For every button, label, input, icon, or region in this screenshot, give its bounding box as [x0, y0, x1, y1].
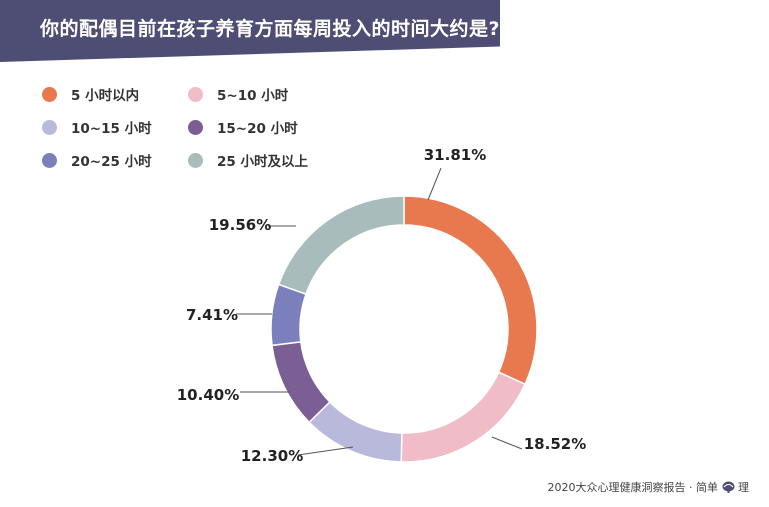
legend-label: 10~15 小时 — [71, 121, 152, 137]
slice-value-label: 12.30% — [241, 447, 303, 465]
donut-slice — [403, 195, 538, 386]
footer-text: 2020大众心理健康洞察报告 · 简单 — [547, 481, 718, 494]
donut-slice — [270, 283, 307, 347]
slice-value-label: 7.41% — [186, 306, 238, 324]
legend-label: 25 小时及以上 — [217, 154, 308, 170]
legend-label: 5~10 小时 — [217, 88, 289, 104]
donut-slice — [308, 400, 403, 463]
legend-item: 25 小时及以上 — [188, 150, 308, 170]
legend-swatch — [188, 86, 203, 102]
legend-swatch — [188, 119, 203, 135]
legend-item: 5~10 小时 — [188, 84, 288, 104]
legend-swatch — [42, 86, 57, 102]
legend-label: 5 小时以内 — [71, 88, 140, 104]
slice-value-label: 10.40% — [177, 386, 239, 404]
leader-line — [297, 446, 354, 456]
footer: 2020大众心理健康洞察报告 · 简单 理 — [548, 479, 749, 495]
slice-value-label: 18.52% — [524, 435, 586, 453]
legend-item: 20~25 小时 — [42, 150, 152, 170]
donut-slice — [277, 195, 405, 296]
legend-swatch — [42, 119, 57, 135]
legend-label: 15~20 小时 — [217, 121, 298, 137]
chart-title: 你的配偶目前在孩子养育方面每周投入的时间大约是? — [40, 18, 501, 40]
donut-slice — [400, 371, 527, 463]
slice-value-label: 31.81% — [424, 146, 486, 164]
legend-label: 20~25 小时 — [71, 154, 152, 170]
footer-brand-suffix: 理 — [738, 481, 749, 494]
leader-line — [427, 167, 442, 201]
legend-swatch — [42, 152, 57, 168]
slice-value-label: 19.56% — [209, 216, 271, 234]
legend-item: 10~15 小时 — [42, 117, 152, 137]
legend-item: 15~20 小时 — [188, 117, 298, 137]
donut-slice — [271, 341, 331, 424]
legend-item: 5 小时以内 — [42, 84, 139, 104]
brain-logo-icon — [722, 481, 734, 493]
leader-line — [491, 436, 523, 450]
legend-swatch — [188, 152, 203, 168]
